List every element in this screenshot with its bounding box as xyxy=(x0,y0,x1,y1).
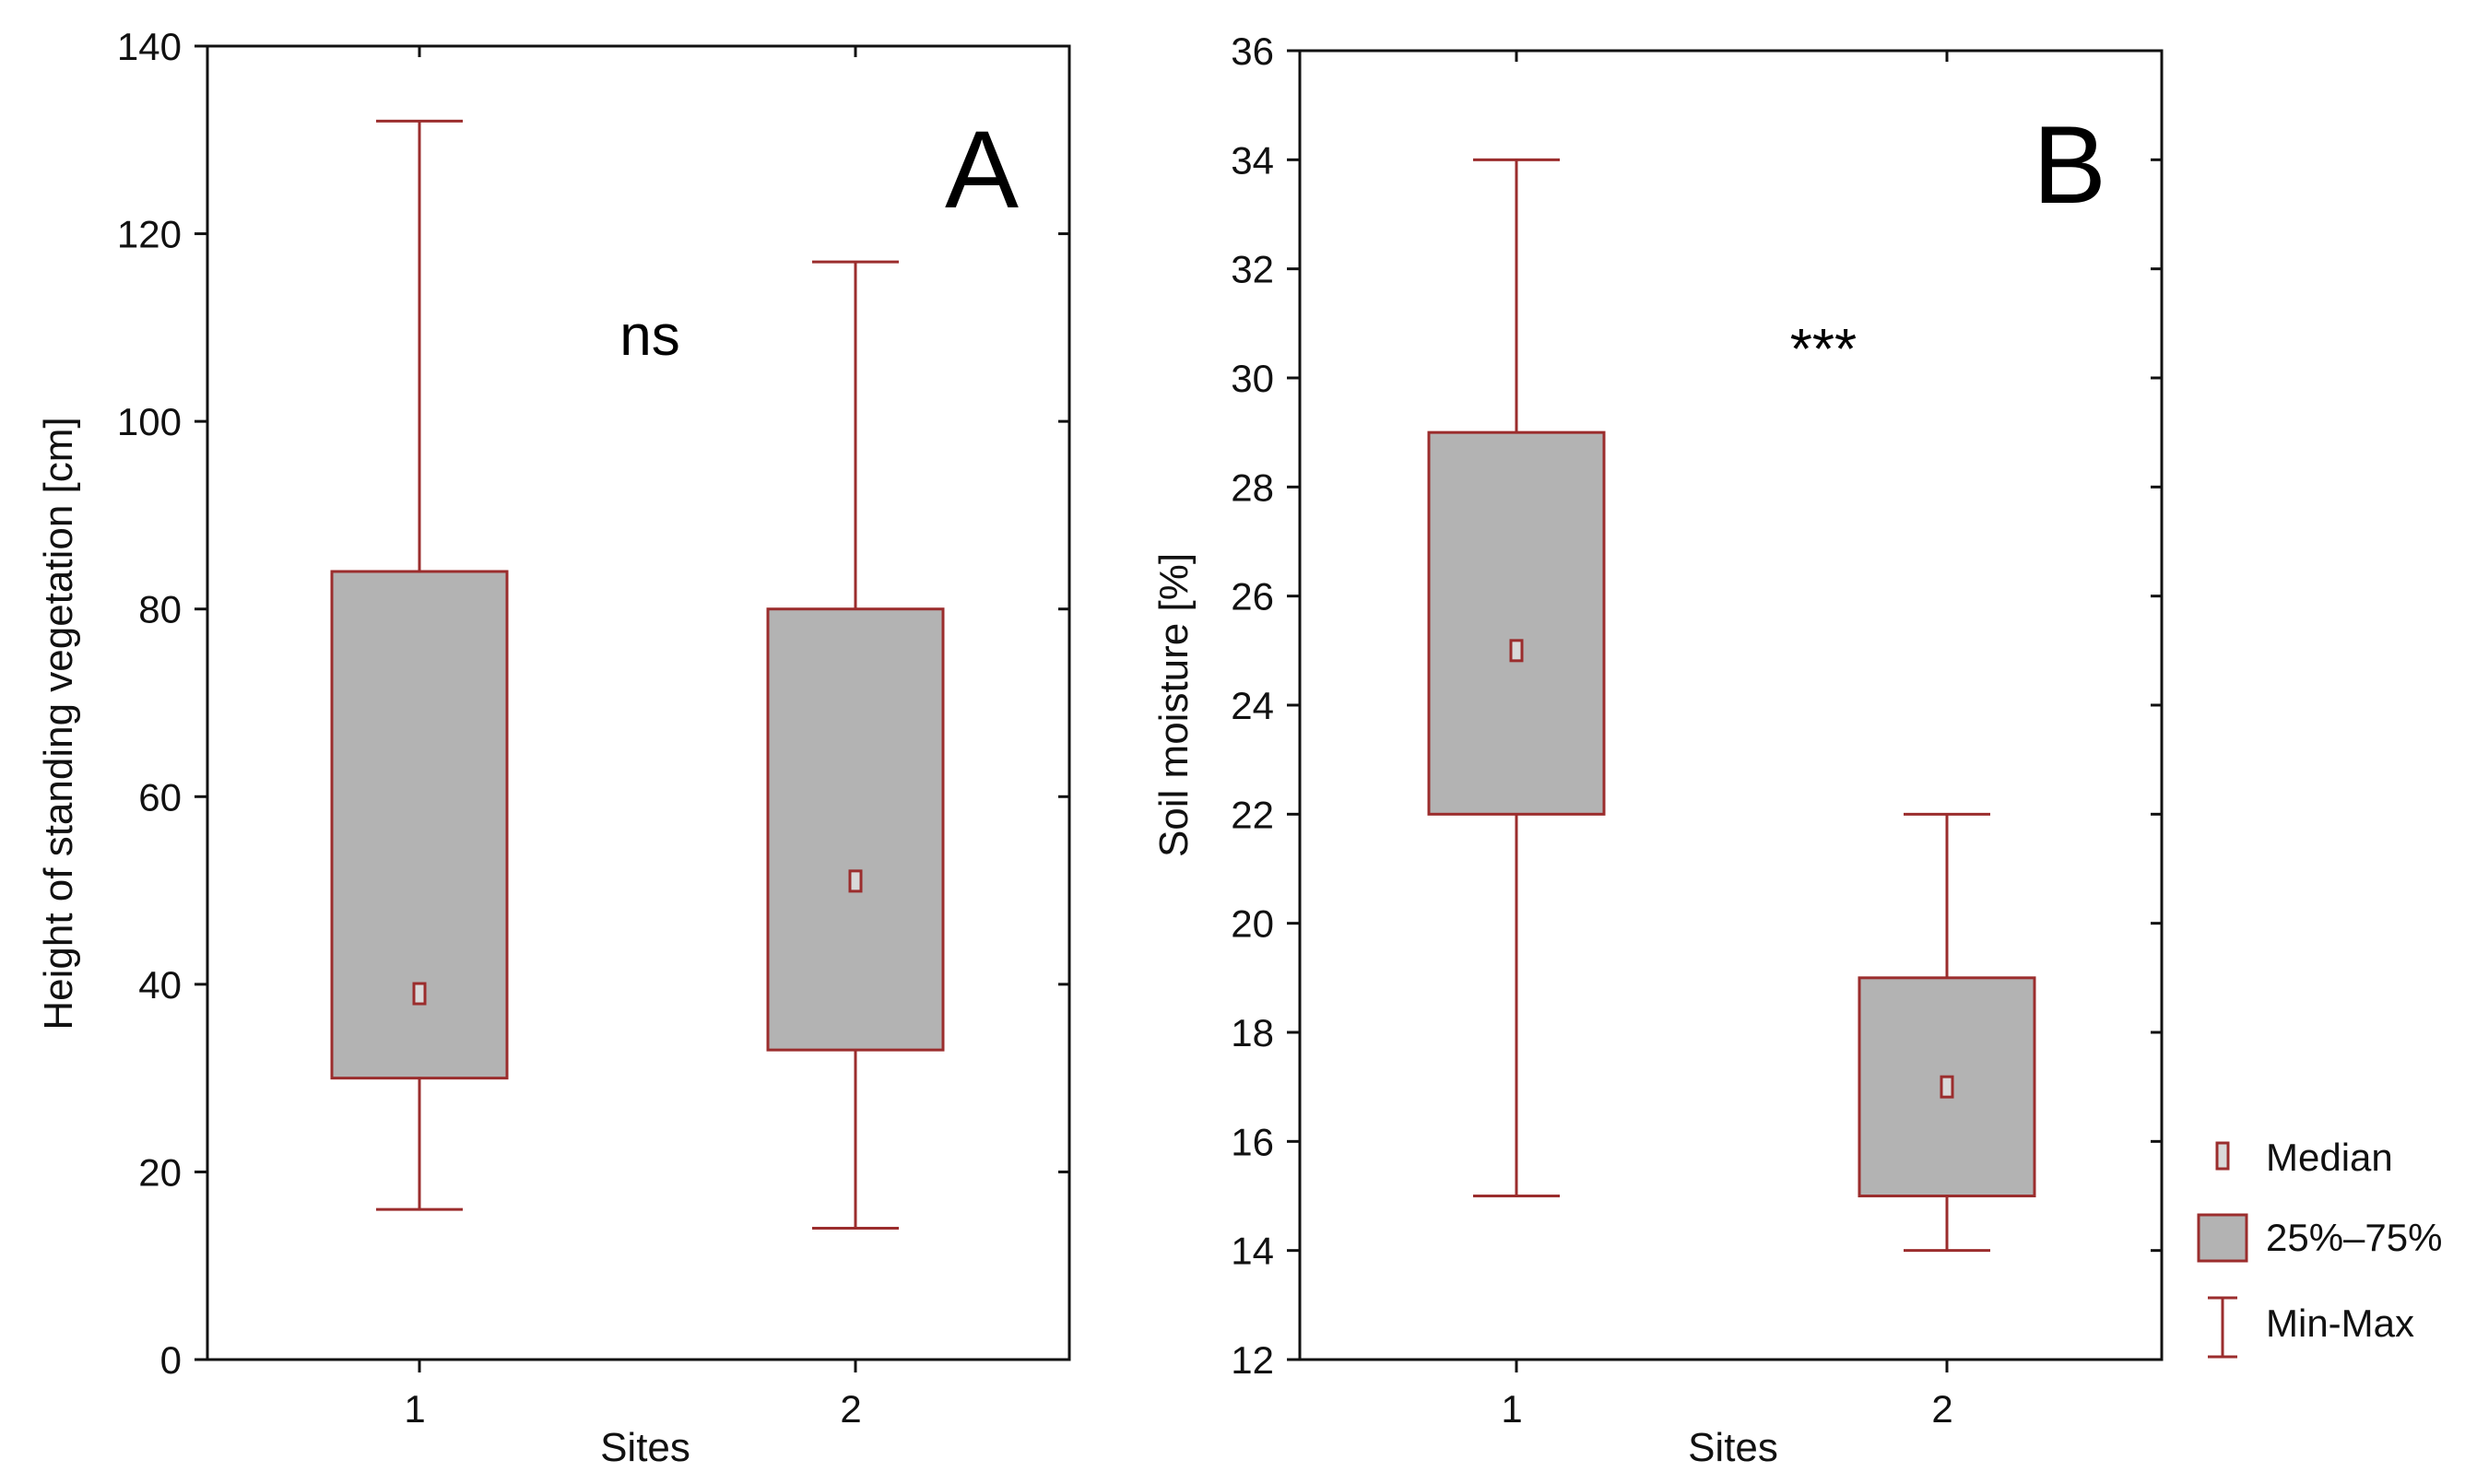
panel-a-y-tick-label: 140 xyxy=(117,25,182,68)
panel-a-iqr-box xyxy=(766,607,945,1052)
legend-whisker-label: Min-Max xyxy=(2266,1301,2414,1345)
panel-b-y-tick-label: 32 xyxy=(1231,248,1274,291)
panel-b-y-tick-label: 30 xyxy=(1231,357,1274,400)
panel-a-y-tick-label: 20 xyxy=(138,1150,182,1194)
legend-median-label: Median xyxy=(2266,1136,2393,1179)
panel-a-significance: ns xyxy=(619,304,679,368)
panel-b-y-tick-label: 22 xyxy=(1231,793,1274,836)
panel-a-x-tick-label: 2 xyxy=(840,1387,861,1431)
legend-box-label: 25%–75% xyxy=(2266,1216,2442,1259)
panel-b-y-tick-label: 34 xyxy=(1231,138,1274,182)
panel-b-y-axis: 12 14 16 18 20 22 24 26 28 30 32 34 36 xyxy=(1231,29,2162,1382)
legend-median-marker xyxy=(2215,1141,2230,1171)
panel-b-box-site-1 xyxy=(1427,158,1606,1197)
panel-b-y-tick-label: 26 xyxy=(1231,575,1274,618)
panel-b-y-tick-label: 14 xyxy=(1231,1230,1274,1273)
panel-a-letter: A xyxy=(945,108,1019,231)
legend-item-box: 25%–75% xyxy=(2197,1213,2442,1263)
panel-b-letter: B xyxy=(2033,103,2106,227)
panel-a-x-tick-label: 1 xyxy=(404,1387,425,1431)
panel-b-y-tick-label: 12 xyxy=(1231,1338,1274,1382)
panel-a-box-site-1 xyxy=(330,119,509,1211)
panel-a-plot-frame xyxy=(206,44,1071,1361)
panel-b-y-tick-label: 18 xyxy=(1231,1011,1274,1054)
panel-b-median-marker xyxy=(1509,639,1524,663)
legend-box-swatch xyxy=(2197,1213,2248,1263)
panel-b-box-site-2 xyxy=(1858,812,2036,1253)
panel-b-y-axis-title: Soil moisture [%] xyxy=(1151,553,1197,857)
legend-item-whisker xyxy=(2208,1296,2237,1359)
panel-a-median-marker xyxy=(412,982,427,1006)
panel-b-x-tick-label: 2 xyxy=(1931,1387,1952,1431)
panel-b-y-tick-label: 36 xyxy=(1231,29,1274,73)
panel-a-y-tick-label: 40 xyxy=(138,963,182,1007)
legend-item-median: Median xyxy=(2215,1136,2393,1179)
panel-b-iqr-box xyxy=(1427,430,1606,816)
panel-a-y-tick-label: 0 xyxy=(160,1338,182,1382)
panel-b-y-tick-label: 20 xyxy=(1231,902,1274,946)
panel-a-y-tick-label: 60 xyxy=(138,775,182,819)
panel-a-boxes xyxy=(330,119,945,1230)
panel-a-x-axis-title: Sites xyxy=(600,1425,690,1470)
panel-b-x-axis-title: Sites xyxy=(1688,1425,1778,1470)
panel-b-significance: *** xyxy=(1790,318,1857,382)
panel-a-y-axis: 0 20 40 60 80 100 120 140 xyxy=(117,25,1069,1382)
panel-b-median-marker xyxy=(1940,1075,1954,1099)
panel-b-y-tick-label: 24 xyxy=(1231,684,1274,727)
legend: Median 25%–75% Min-Max xyxy=(2197,1136,2442,1359)
panel-b-y-tick-label: 16 xyxy=(1231,1120,1274,1163)
panel-a-median-marker xyxy=(848,869,863,893)
panel-a-y-tick-label: 120 xyxy=(117,213,182,256)
panel-b-x-tick-label: 1 xyxy=(1501,1387,1522,1431)
panel-a-y-axis-title: Height of standing vegetation [cm] xyxy=(36,417,81,1030)
panel-a-y-tick-label: 80 xyxy=(138,588,182,631)
panel-a-y-tick-label: 100 xyxy=(117,400,182,443)
panel-a-box-site-2 xyxy=(766,260,945,1230)
panel-b-boxes xyxy=(1427,158,2036,1253)
panel-b-y-tick-label: 28 xyxy=(1231,465,1274,509)
